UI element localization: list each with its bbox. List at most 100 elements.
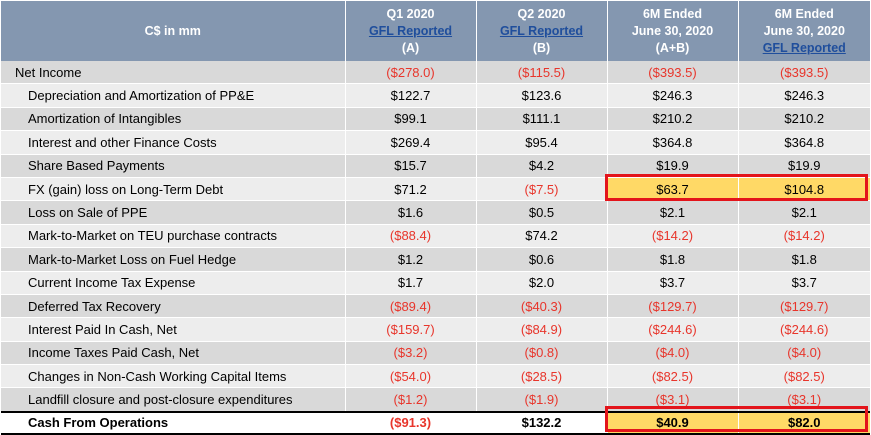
row-value: ($40.3) [476, 294, 608, 319]
row-label: Interest Paid In Cash, Net [1, 317, 346, 342]
row-value: $63.7 [607, 177, 739, 202]
gfl-reported-link-q2[interactable]: GFL Reported [499, 23, 584, 38]
gfl-reported-link-q1[interactable]: GFL Reported [368, 23, 453, 38]
row-value: ($129.7) [607, 294, 739, 319]
row-value: ($84.9) [476, 317, 608, 342]
row-value: $364.8 [607, 130, 739, 155]
row-value: ($393.5) [607, 61, 739, 85]
header-col-6m-calc: 6M Ended June 30, 2020 (A+B) [607, 1, 739, 61]
table-row: Depreciation and Amortization of PP&E $12… [1, 83, 870, 108]
header-units: C$ in mm [1, 1, 346, 61]
row-label: FX (gain) loss on Long-Term Debt [1, 177, 346, 202]
table-row: Net Income ($278.0) ($115.5) ($393.5) ($393.… [1, 61, 870, 85]
header-col-q1: Q1 2020 GFL Reported (A) [345, 1, 477, 61]
row-value: ($88.4) [345, 224, 477, 249]
row-value: ($244.6) [738, 317, 870, 342]
row-value: $132.2 [476, 410, 608, 435]
row-value: $4.2 [476, 154, 608, 178]
table-row: Current Income Tax Expense $1.7 $2.0 $3.7 $3… [1, 271, 870, 295]
row-value: ($3.2) [345, 341, 477, 366]
row-value: $123.6 [476, 83, 608, 108]
row-value: ($129.7) [738, 294, 870, 319]
row-value: $104.8 [738, 177, 870, 202]
header-col-6m-reported: 6M Ended June 30, 2020 GFL Reported [738, 1, 870, 61]
table-row: Income Taxes Paid Cash, Net ($3.2) ($0.8)(… [1, 341, 870, 366]
row-value: $364.8 [738, 130, 870, 155]
row-value: $1.2 [345, 247, 477, 272]
row-value: $3.7 [607, 271, 739, 295]
row-value: ($278.0) [345, 61, 477, 85]
row-label: Share Based Payments [1, 154, 346, 178]
row-value: $99.1 [345, 107, 477, 132]
row-label: Income Taxes Paid Cash, Net [1, 341, 346, 366]
row-value: $19.9 [738, 154, 870, 178]
row-value: ($244.6) [607, 317, 739, 342]
row-label: Loss on Sale of PPE [1, 200, 346, 225]
row-value: $2.1 [607, 200, 739, 225]
row-value: $210.2 [607, 107, 739, 132]
table-row: Loss on Sale of PPE $1.6 $0.5 $2.1 $2.1 [1, 200, 870, 225]
row-label: Net Income [1, 61, 346, 85]
row-value: ($82.5) [607, 364, 739, 389]
row-value: ($7.5) [476, 177, 608, 202]
row-value: ($393.5) [738, 61, 870, 85]
row-value: ($159.7) [345, 317, 477, 342]
row-value: $82.0 [738, 410, 870, 435]
row-value: $210.2 [738, 107, 870, 132]
row-label: Changes in Non-Cash Working Capital Item… [1, 364, 346, 389]
row-label: Mark-to-Market on TEU purchase contracts [1, 224, 346, 249]
row-value: ($1.2) [345, 387, 477, 413]
row-value: $71.2 [345, 177, 477, 202]
row-value: $246.3 [738, 83, 870, 108]
row-value: ($54.0) [345, 364, 477, 389]
table-row: Interest and other Finance Costs $269.4 $9… [1, 130, 870, 155]
row-value: $15.7 [345, 154, 477, 178]
row-value: ($14.2) [738, 224, 870, 249]
table-row: FX (gain) loss on Long-Term Debt $71.2 ($7… [1, 177, 870, 202]
row-value: $40.9 [607, 410, 739, 435]
table-row: Deferred Tax Recovery ($89.4) ($40.3) ($129… [1, 294, 870, 319]
row-value: ($3.1) [738, 387, 870, 413]
row-value: $269.4 [345, 130, 477, 155]
row-value: $74.2 [476, 224, 608, 249]
row-value: ($14.2) [607, 224, 739, 249]
row-value: $3.7 [738, 271, 870, 295]
row-value: $95.4 [476, 130, 608, 155]
table-row: Mark-to-Market Loss on Fuel Hedge $1.2 $0.… [1, 247, 870, 272]
row-value: ($82.5) [738, 364, 870, 389]
row-value: $246.3 [607, 83, 739, 108]
row-value: ($4.0) [738, 341, 870, 366]
table-row: Share Based Payments $15.7 $4.2 $19.9 $19.9 [1, 154, 870, 178]
row-value: $111.1 [476, 107, 608, 132]
table-row: Amortization of Intangibles $99.1 $111.1 $2… [1, 107, 870, 132]
row-value: $1.6 [345, 200, 477, 225]
table-row: Mark-to-Market on TEU purchase contracts… [1, 224, 870, 249]
row-value: $1.8 [607, 247, 739, 272]
row-value: $2.0 [476, 271, 608, 295]
row-value: ($0.8) [476, 341, 608, 366]
row-label: Deferred Tax Recovery [1, 294, 346, 319]
total-row: Cash From Operations ($91.3) $132.2 $40.9 $8… [1, 410, 870, 435]
gfl-reported-link-6m[interactable]: GFL Reported [762, 40, 846, 55]
table-header: C$ in mm Q1 2020 GFL Reported (A) Q2 202… [1, 1, 870, 61]
row-value: $1.8 [738, 247, 870, 272]
row-value: ($1.9) [476, 387, 608, 413]
table-row: Landfill closure and post-closure expend… [1, 387, 870, 413]
row-label: Mark-to-Market Loss on Fuel Hedge [1, 247, 346, 272]
table-body: Net Income ($278.0) ($115.5) ($393.5) ($393.… [1, 61, 870, 435]
row-label: Current Income Tax Expense [1, 271, 346, 295]
row-value: ($91.3) [345, 410, 477, 435]
row-label: Interest and other Finance Costs [1, 130, 346, 155]
row-value: $0.6 [476, 247, 608, 272]
row-value: ($4.0) [607, 341, 739, 366]
table-row: Changes in Non-Cash Working Capital Item… [1, 364, 870, 389]
row-value: $1.7 [345, 271, 477, 295]
row-value: ($89.4) [345, 294, 477, 319]
row-value: $0.5 [476, 200, 608, 225]
row-value: $19.9 [607, 154, 739, 178]
row-label: Amortization of Intangibles [1, 107, 346, 132]
row-label: Cash From Operations [1, 410, 346, 435]
row-value: $122.7 [345, 83, 477, 108]
